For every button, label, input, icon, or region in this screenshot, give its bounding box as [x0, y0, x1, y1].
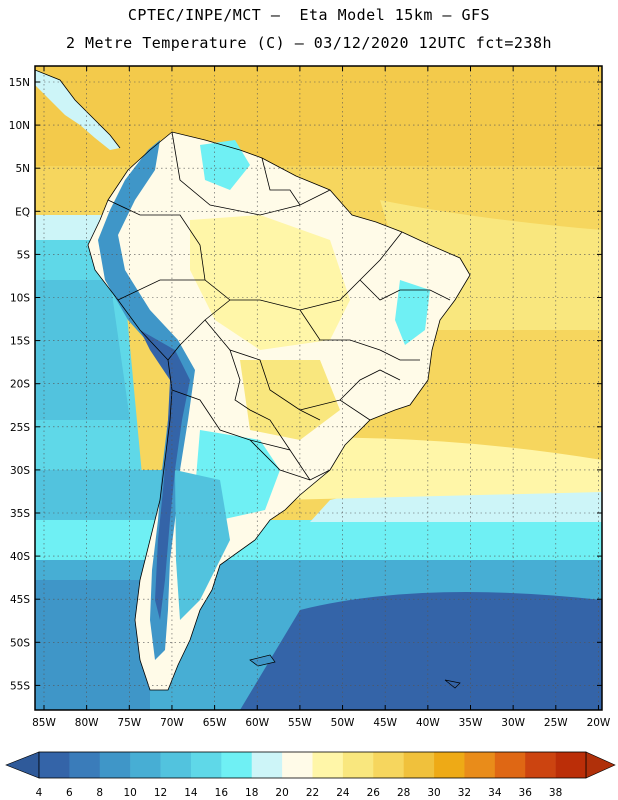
colorbar-tick-label: 18	[245, 787, 258, 799]
lon-label: 50W	[331, 717, 355, 729]
colorbar-tick-label: 4	[36, 787, 43, 799]
lat-label: 15N	[9, 77, 30, 89]
graticule-gridlines	[35, 66, 602, 710]
colorbar-swatch	[160, 752, 192, 778]
colorbar-swatch	[494, 752, 526, 778]
lat-label: 5N	[15, 163, 30, 175]
lon-label: 65W	[203, 717, 227, 729]
lat-label: 10S	[10, 293, 30, 305]
lon-label: 55W	[288, 717, 312, 729]
lon-label: 30W	[501, 717, 525, 729]
colorbar-tick-label: 20	[275, 787, 288, 799]
lon-label: 80W	[75, 717, 99, 729]
colorbar-swatch	[403, 752, 435, 778]
colorbar-tick-label: 36	[519, 787, 533, 799]
colorbar-tick-labels: 4 6 8 10 12 14 16 18 20 22 24 26 28 30 32 34 36 38	[36, 787, 563, 799]
colorbar-tick-label: 10	[123, 787, 136, 799]
colorbar-swatch	[130, 752, 161, 778]
colorbar-tick-label: 14	[184, 787, 198, 799]
colorbar-tick-label: 16	[215, 787, 229, 799]
colorbar-tick-label: 30	[427, 787, 440, 799]
colorbar-swatch	[342, 752, 374, 778]
colorbar-tick-label: 26	[367, 787, 381, 799]
lat-label: 50S	[10, 637, 30, 649]
lat-label: 40S	[10, 551, 30, 563]
colorbar-tick-label: 6	[66, 787, 73, 799]
lon-label: 45W	[373, 717, 397, 729]
colorbar-tick-label: 24	[336, 787, 350, 799]
colorbar-tick-label: 8	[96, 787, 103, 799]
latitude-labels: 15N 10N 5N EQ 5S 10S 15S 20S 25S 30S 35S 40S 45S 50S 5…	[9, 77, 31, 692]
lon-label: 70W	[160, 717, 184, 729]
lat-label: 35S	[10, 508, 30, 520]
lon-label: 85W	[32, 717, 56, 729]
colorbar-swatch	[312, 752, 344, 778]
colorbar-swatch	[373, 752, 404, 778]
lon-label: 40W	[416, 717, 440, 729]
colorbar-swatch	[282, 752, 313, 778]
colorbar-tick-label: 32	[458, 787, 471, 799]
andes-cold-band	[98, 140, 195, 660]
map-title-line2: 2 Metre Temperature (C) – 03/12/2020 12U…	[65, 34, 553, 52]
colorbar-swatch	[434, 752, 465, 778]
lat-label: 25S	[10, 422, 30, 434]
lon-label: 20W	[587, 717, 611, 729]
colorbar-tick-label: 12	[154, 787, 167, 799]
lon-label: 35W	[459, 717, 483, 729]
lat-label: 55S	[10, 680, 30, 692]
colorbar-below-arrow	[5, 751, 40, 779]
colorbar-swatch	[555, 752, 587, 778]
colorbar-tick-label: 28	[397, 787, 410, 799]
map-title-line1: CPTEC/INPE/MCT – Eta Model 15km – GFS	[127, 6, 491, 24]
colorbar-swatch	[251, 752, 283, 778]
lat-label: 5S	[17, 249, 31, 261]
temperature-field	[35, 66, 602, 710]
lat-label: 20S	[10, 379, 30, 391]
colorbar-tick-label: 34	[488, 787, 502, 799]
colorbar-above-arrow	[585, 751, 616, 779]
colorbar-swatch	[39, 752, 70, 778]
lat-label: EQ	[15, 206, 30, 218]
lat-label: 10N	[9, 120, 30, 132]
lon-label: 60W	[245, 717, 269, 729]
colorbar-tick-label: 38	[549, 787, 562, 799]
colorbar-swatch	[190, 752, 222, 778]
colorbar-swatch	[221, 752, 253, 778]
colorbar-swatch	[525, 752, 556, 778]
colorbar-swatch	[464, 752, 496, 778]
longitude-labels: 85W 80W 75W 70W 65W 60W 55W 50W 45W 40W 35W 30W 25W 2…	[32, 717, 611, 729]
lon-label: 25W	[544, 717, 568, 729]
land-central-america	[35, 70, 120, 150]
lat-label: 15S	[10, 336, 30, 348]
map-ticks	[35, 66, 602, 710]
lon-label: 75W	[117, 717, 141, 729]
colorbar-swatch	[69, 752, 101, 778]
colorbar-tick-label: 22	[306, 787, 319, 799]
lat-label: 45S	[10, 594, 30, 606]
colorbar	[5, 751, 616, 779]
lat-label: 30S	[10, 465, 30, 477]
map-frame	[34, 65, 603, 711]
colorbar-swatch	[99, 752, 131, 778]
